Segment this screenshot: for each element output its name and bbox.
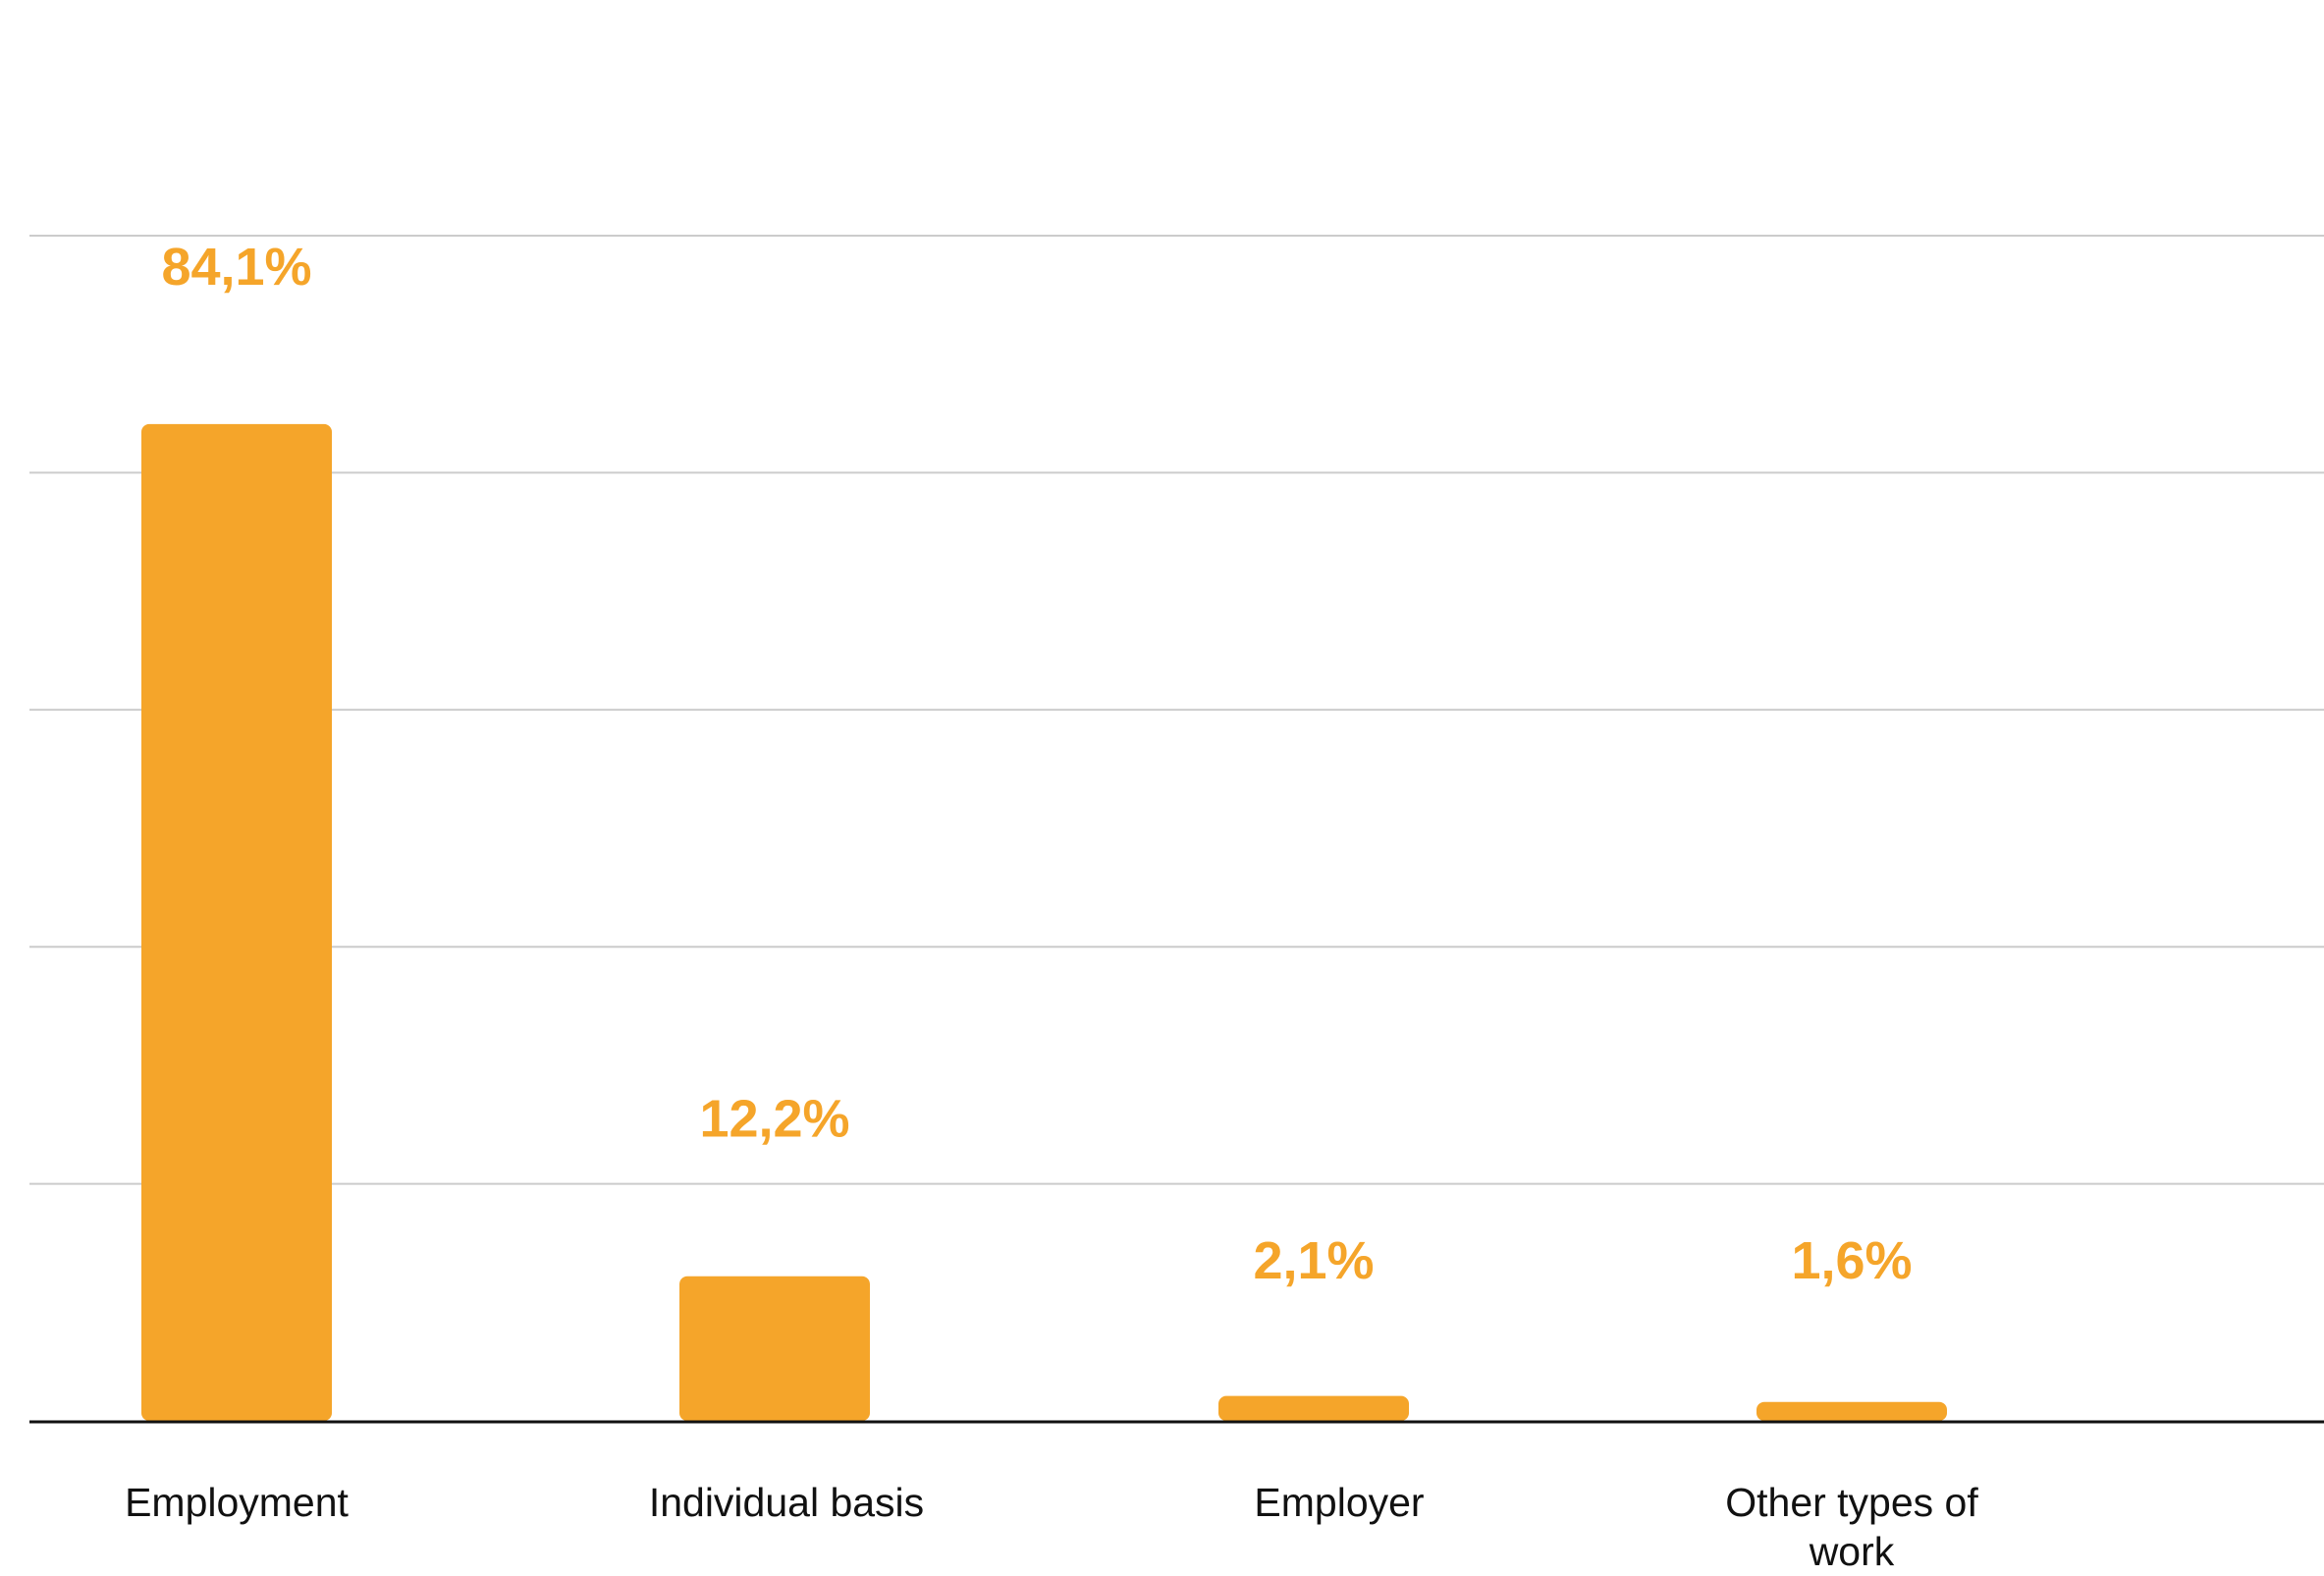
bar-value-label: 12,2% (699, 1090, 849, 1149)
value-labels: 84,1% 12,2% 2,1% 1,6% (161, 238, 1912, 1290)
bar-value-label: 1,6% (1791, 1231, 1912, 1290)
category-label: Other types of work (1725, 1480, 1978, 1574)
category-label: Employer (1254, 1480, 1425, 1525)
bar (1757, 1401, 1947, 1421)
bar (679, 1276, 870, 1421)
bar (141, 423, 332, 1422)
bars (141, 423, 1947, 1422)
category-label: Individual basis (648, 1480, 925, 1525)
category-label: Employment (125, 1480, 349, 1525)
bar (1218, 1395, 1409, 1421)
bar-value-label: 2,1% (1253, 1231, 1374, 1290)
bar-value-label: 84,1% (161, 238, 311, 297)
grid-lines (29, 235, 2324, 1185)
